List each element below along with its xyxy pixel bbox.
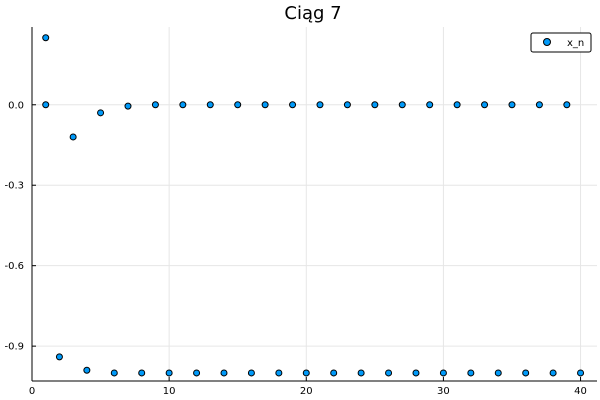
data-point [481,101,489,109]
x-tick-label: 0 [29,386,35,397]
data-point [439,369,447,377]
y-tick-label: -0.6 [4,261,24,272]
x-tick-label: 40 [574,386,587,397]
chart-title: Ciąg 7 [284,3,341,24]
data-point [549,369,557,377]
data-point [302,369,310,377]
data-point [193,369,201,377]
data-point [522,369,530,377]
y-tick-label: -0.9 [4,342,24,353]
data-point [371,101,379,109]
data-point [55,353,63,361]
data-point [124,102,132,110]
data-points [42,34,585,377]
axes [31,27,597,382]
data-point [343,101,351,109]
data-point [42,101,50,109]
data-point [357,369,365,377]
data-point [385,369,393,377]
data-point [69,133,77,141]
x-tick-label: 20 [300,386,313,397]
data-point [577,369,585,377]
data-point [426,101,434,109]
data-point [247,369,255,377]
x-tick-label: 30 [437,386,450,397]
data-point [110,369,118,377]
y-tick-label: 0.0 [8,100,24,111]
data-point [220,369,228,377]
data-point [398,101,406,109]
legend: x_n [530,32,592,53]
data-point [97,109,105,117]
data-point [275,369,283,377]
data-point [467,369,475,377]
data-point [508,101,516,109]
data-point [151,101,159,109]
data-point [563,101,571,109]
y-tick-label: -0.3 [4,181,24,192]
grid [31,27,597,381]
legend-marker [543,38,551,46]
x-tick-label: 10 [163,386,176,397]
data-point [165,369,173,377]
data-point [179,101,187,109]
data-point [206,101,214,109]
data-point [535,101,543,109]
data-point [412,369,420,377]
tick-labels: 0 10 20 30 40 0.0 -0.3 -0.6 -0.9 [4,100,586,397]
data-point [261,101,269,109]
data-point [453,101,461,109]
legend-label: x_n [567,38,584,49]
data-point [234,101,242,109]
legend-box [530,32,592,53]
data-point [83,366,91,374]
data-point [316,101,324,109]
data-point [330,369,338,377]
data-point [494,369,502,377]
data-point [42,34,50,42]
data-point [138,369,146,377]
data-point [289,101,297,109]
